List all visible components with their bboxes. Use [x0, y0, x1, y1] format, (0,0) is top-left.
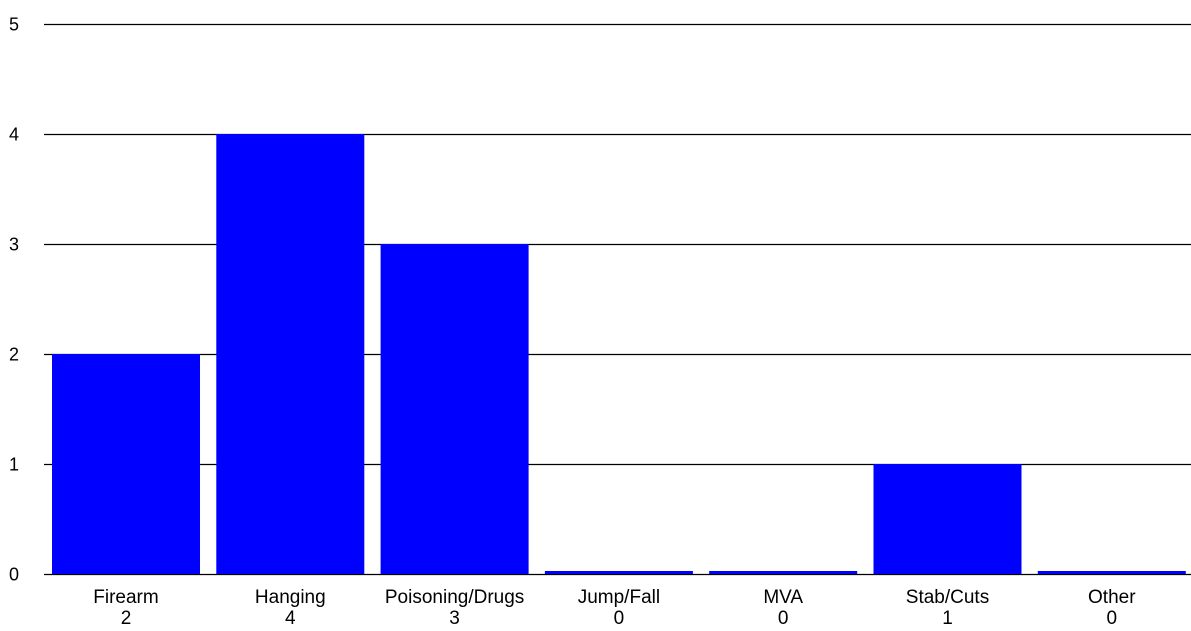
- value-label-mva: 0: [778, 608, 789, 629]
- x-category-label-poisoning-drugs: Poisoning/Drugs: [385, 587, 524, 608]
- value-label-poisoning-drugs: 3: [449, 608, 460, 629]
- x-category-label-other: Other: [1088, 587, 1136, 608]
- bar-mva: [709, 571, 858, 574]
- y-tick-label-0: 0: [9, 565, 19, 585]
- x-category-label-firearm: Firearm: [93, 587, 158, 608]
- y-tick-label-1: 1: [9, 455, 19, 475]
- x-category-label-stab-cuts: Stab/Cuts: [906, 587, 989, 608]
- value-label-jump-fall: 0: [614, 608, 625, 629]
- y-axis-tick-labels: 0 1 2 3 4 5: [9, 15, 19, 585]
- bar-jump-fall: [544, 571, 693, 574]
- value-label-other: 0: [1107, 608, 1118, 629]
- x-category-label-hanging: Hanging: [255, 587, 326, 608]
- y-tick-label-2: 2: [9, 345, 19, 365]
- bar-other: [1037, 571, 1186, 574]
- bar-hanging: [216, 134, 365, 574]
- y-tick-label-4: 4: [9, 125, 19, 145]
- bar-poisoning-drugs: [380, 244, 529, 574]
- value-label-firearm: 2: [121, 608, 132, 629]
- value-label-stab-cuts: 1: [942, 608, 953, 629]
- y-tick-label-5: 5: [9, 15, 19, 35]
- x-category-label-mva: MVA: [763, 587, 803, 608]
- value-label-hanging: 4: [285, 608, 296, 629]
- bars: [52, 134, 1186, 574]
- bar-stab-cuts: [873, 464, 1022, 574]
- y-tick-label-3: 3: [9, 235, 19, 255]
- x-category-label-jump-fall: Jump/Fall: [578, 587, 660, 608]
- bar-firearm: [52, 354, 200, 574]
